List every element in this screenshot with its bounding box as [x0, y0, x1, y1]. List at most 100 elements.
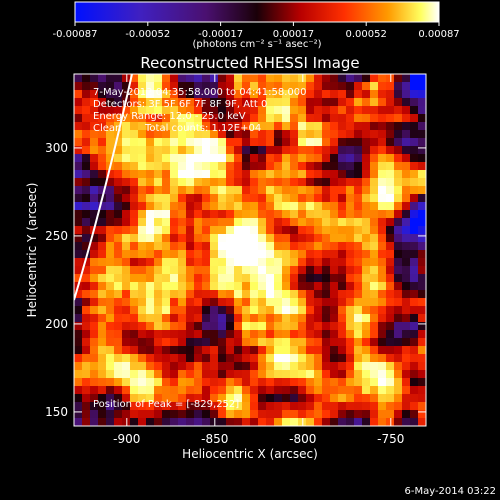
heatmap-cell [130, 402, 139, 411]
heatmap-cell [186, 410, 195, 419]
heatmap-cell [146, 298, 155, 307]
heatmap-cell [210, 162, 219, 171]
heatmap-cell [74, 354, 83, 363]
heatmap-cell [306, 258, 315, 267]
heatmap-cell [226, 338, 235, 347]
heatmap-cell [370, 90, 379, 99]
heatmap-cell [74, 154, 83, 163]
heatmap-cell [282, 130, 291, 139]
heatmap-cell [202, 306, 211, 315]
heatmap-cell [106, 322, 115, 331]
heatmap-cell [186, 386, 195, 395]
heatmap-cell [258, 194, 267, 203]
footer-date: 6-May-2014 03:22 [404, 486, 496, 497]
heatmap-cell [146, 82, 155, 91]
heatmap-cell [202, 90, 211, 99]
heatmap-cell [362, 114, 371, 123]
heatmap-cell [130, 130, 139, 139]
heatmap-cell [282, 106, 291, 115]
heatmap-cell [162, 370, 171, 379]
heatmap-cell [202, 402, 211, 411]
heatmap-cell [194, 378, 203, 387]
heatmap-cell [82, 274, 91, 283]
heatmap-cell [202, 210, 211, 219]
heatmap-cell [154, 130, 163, 139]
heatmap-cell [298, 82, 307, 91]
heatmap-cell [162, 402, 171, 411]
heatmap-cell [322, 82, 331, 91]
heatmap-cell [122, 362, 131, 371]
heatmap-cell [130, 258, 139, 267]
heatmap-cell [274, 138, 283, 147]
heatmap-cell [258, 178, 267, 187]
heatmap-cell [170, 346, 179, 355]
heatmap-cell [362, 354, 371, 363]
heatmap-cell [306, 122, 315, 131]
heatmap-cell [122, 130, 131, 139]
heatmap-cell [74, 402, 83, 411]
heatmap-cell [130, 314, 139, 323]
heatmap-cell [290, 418, 299, 426]
heatmap-cell [218, 274, 227, 283]
heatmap-cell [410, 154, 419, 163]
heatmap-cell [106, 202, 115, 211]
heatmap-cell [378, 386, 387, 395]
heatmap-cell [242, 378, 251, 387]
heatmap-cell [306, 178, 315, 187]
heatmap-cell [378, 394, 387, 403]
heatmap-cell [394, 250, 403, 259]
heatmap-cell [114, 314, 123, 323]
heatmap-cell [98, 242, 107, 251]
heatmap-cell [74, 418, 83, 426]
heatmap-cell [322, 298, 331, 307]
heatmap-cell [186, 178, 195, 187]
heatmap-cell [242, 154, 251, 163]
heatmap-cell [186, 330, 195, 339]
heatmap-cell [274, 130, 283, 139]
heatmap-cell [146, 194, 155, 203]
heatmap-cell [274, 298, 283, 307]
heatmap-cell [130, 282, 139, 291]
heatmap-cell [370, 178, 379, 187]
heatmap-cell [362, 410, 371, 419]
heatmap-cell [322, 378, 331, 387]
heatmap-cell [362, 282, 371, 291]
heatmap-cell [266, 98, 275, 107]
heatmap-cell [386, 194, 395, 203]
heatmap-cell [202, 146, 211, 155]
heatmap-cell [330, 402, 339, 411]
heatmap-cell [122, 306, 131, 315]
heatmap-cell [346, 90, 355, 99]
heatmap-cell [218, 378, 227, 387]
heatmap-cell [130, 298, 139, 307]
heatmap-cell [306, 242, 315, 251]
heatmap-cell [242, 106, 251, 115]
heatmap-cell [274, 170, 283, 179]
heatmap-cell [362, 130, 371, 139]
heatmap-cell [250, 202, 259, 211]
heatmap-cell [354, 202, 363, 211]
heatmap-cell [346, 410, 355, 419]
heatmap-cell [418, 258, 426, 267]
heatmap-cell [402, 178, 411, 187]
heatmap-cell [154, 314, 163, 323]
heatmap-cell [378, 266, 387, 275]
heatmap-cell [74, 394, 83, 403]
heatmap-cell [410, 298, 419, 307]
heatmap-cell [330, 346, 339, 355]
heatmap-cell [250, 234, 259, 243]
heatmap-cell [354, 178, 363, 187]
heatmap-cell [290, 82, 299, 91]
heatmap-cell [258, 226, 267, 235]
heatmap-cell [90, 82, 99, 91]
heatmap-cell [266, 250, 275, 259]
heatmap-cell [186, 362, 195, 371]
heatmap-cell [210, 346, 219, 355]
heatmap-cell [354, 378, 363, 387]
heatmap-cell [418, 170, 426, 179]
heatmap-cell [250, 90, 259, 99]
heatmap-cell [386, 162, 395, 171]
heatmap-cell [410, 402, 419, 411]
heatmap-cell [322, 210, 331, 219]
heatmap-cell [290, 354, 299, 363]
